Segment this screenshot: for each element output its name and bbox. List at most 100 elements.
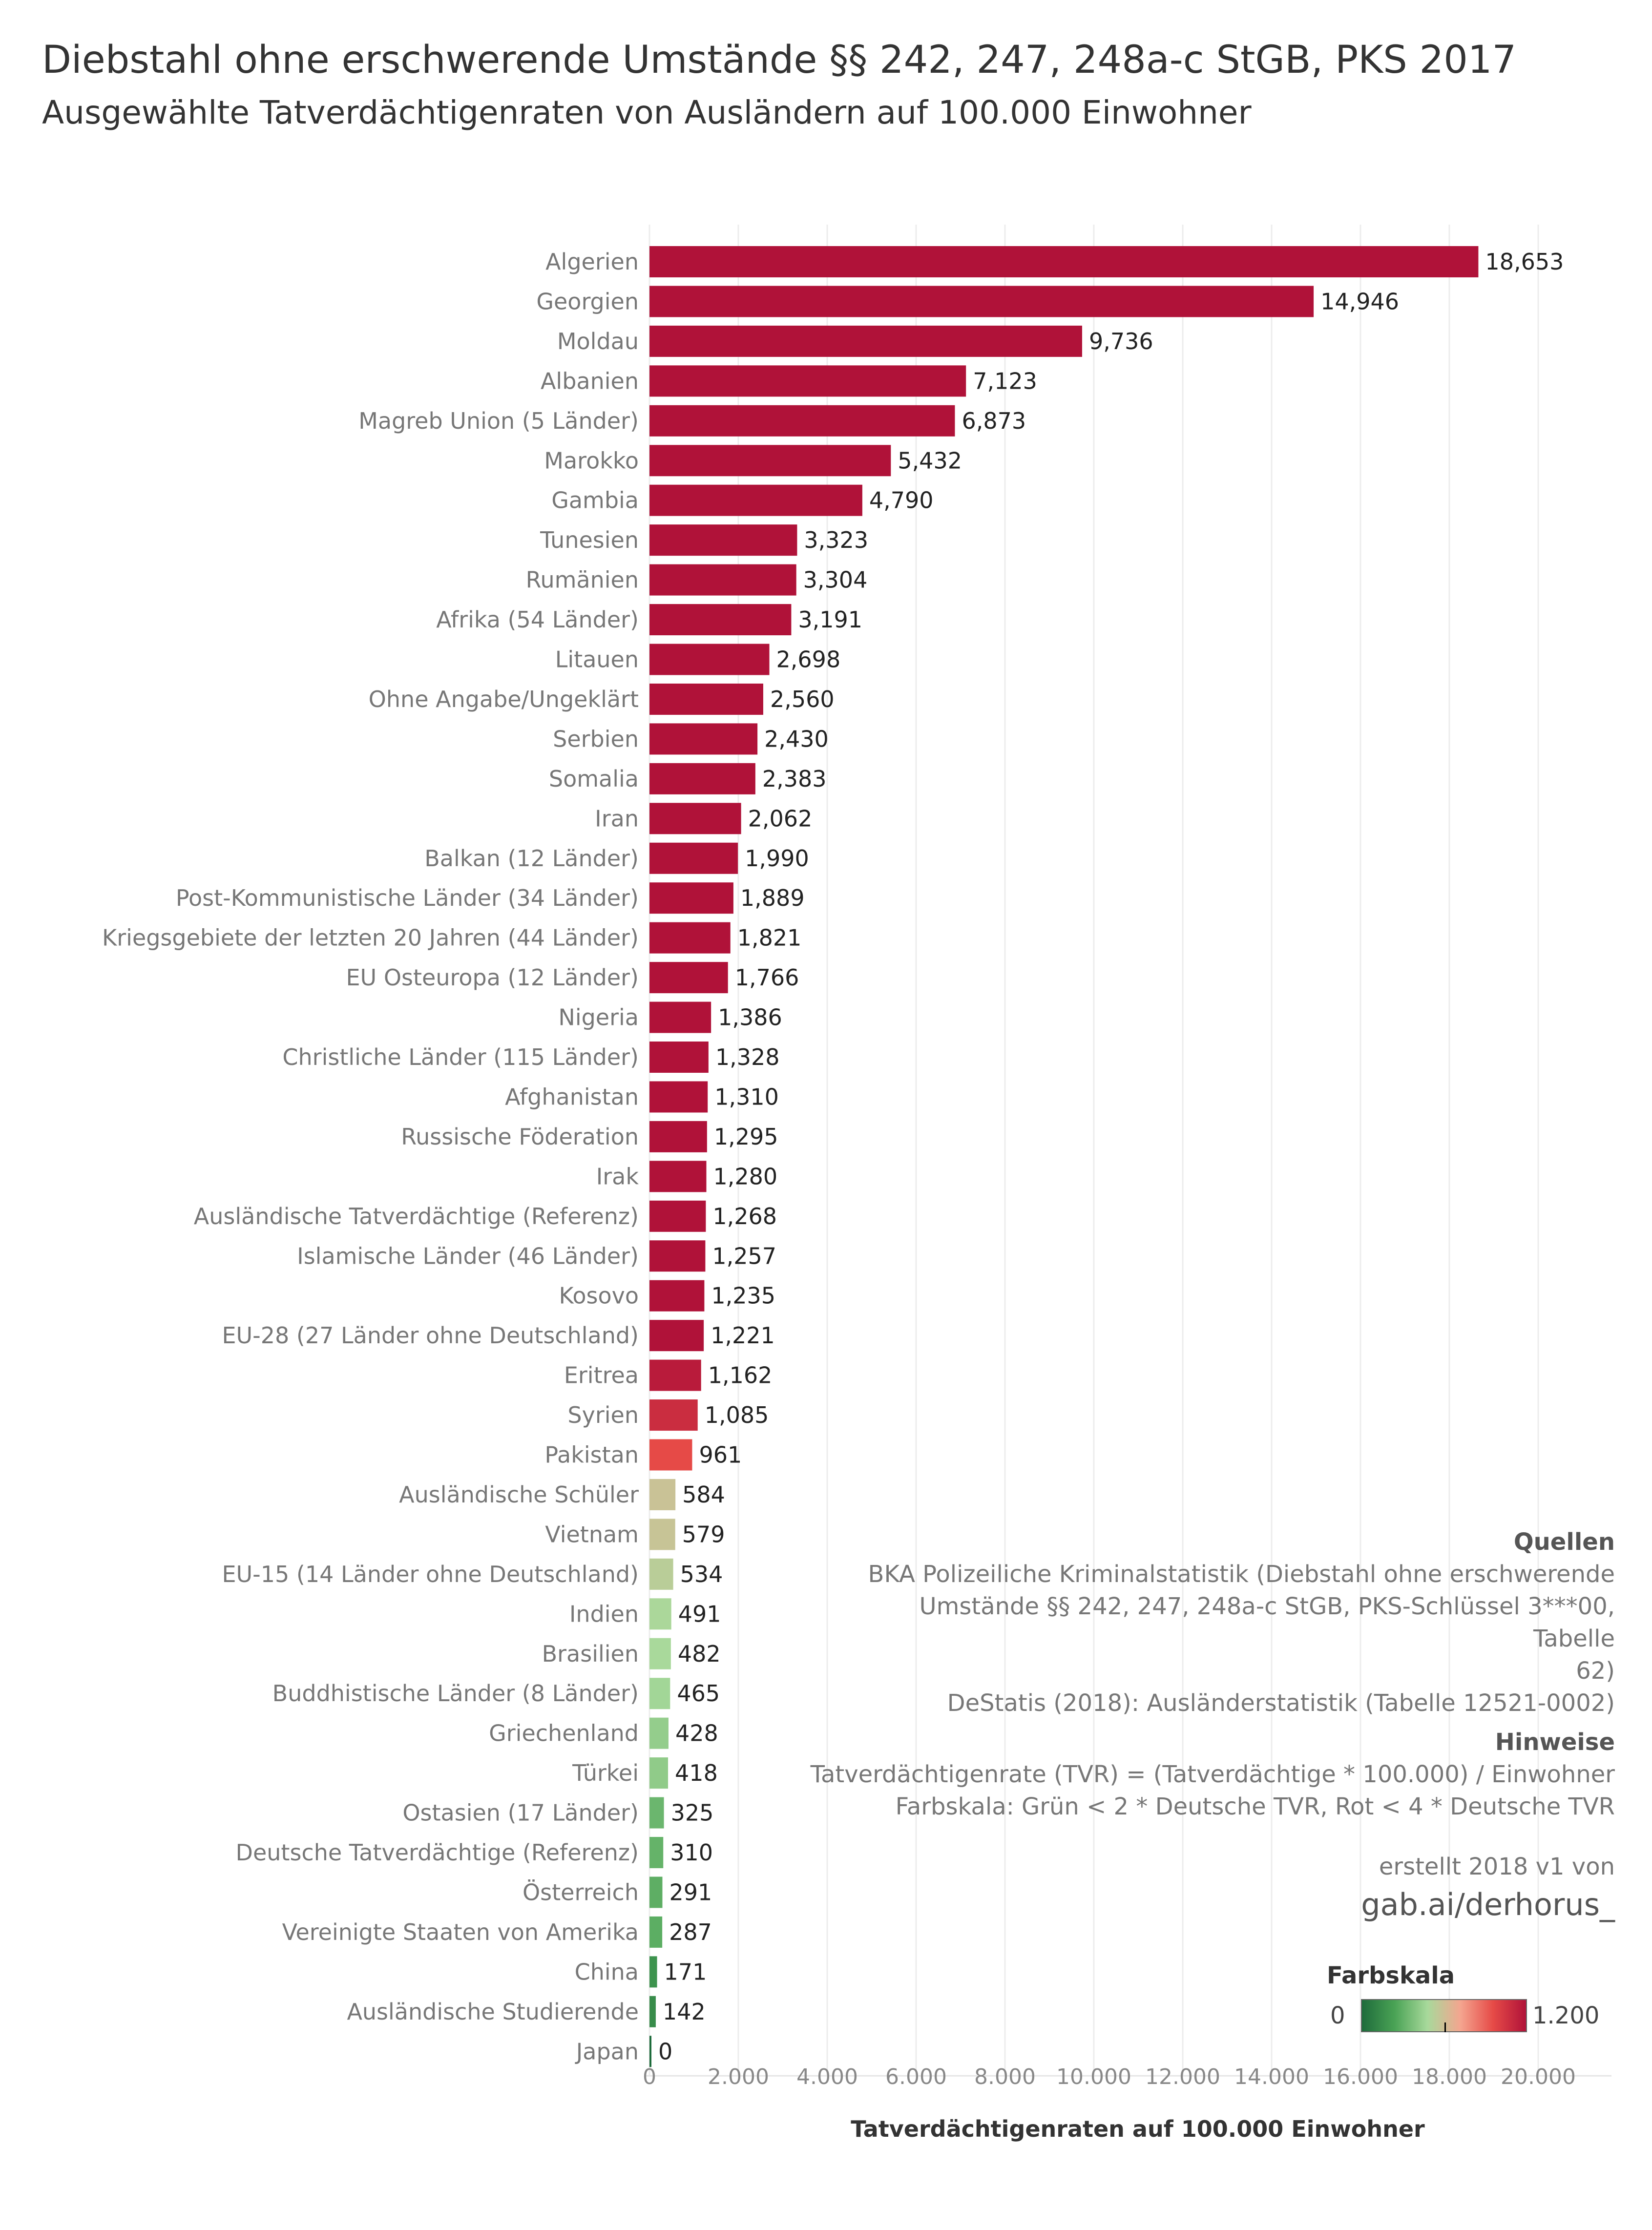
- bar[interactable]: [649, 763, 755, 794]
- bar[interactable]: [649, 1359, 701, 1391]
- credit-link[interactable]: gab.ai/derhorus_: [1361, 1887, 1615, 1922]
- bar[interactable]: [649, 1042, 709, 1073]
- bar[interactable]: [649, 1479, 676, 1510]
- category-label: China: [575, 1959, 639, 1985]
- bar[interactable]: [649, 1161, 707, 1192]
- bar[interactable]: [649, 1240, 706, 1272]
- category-label: Pakistan: [544, 1442, 639, 1468]
- bar[interactable]: [649, 1598, 671, 1630]
- bar[interactable]: [649, 1558, 673, 1590]
- category-label: Syrien: [567, 1402, 639, 1428]
- bar[interactable]: [649, 1797, 664, 1829]
- category-label: Ausländische Schüler: [399, 1481, 639, 1508]
- value-label: 0: [658, 2038, 672, 2064]
- bar[interactable]: [649, 1121, 707, 1152]
- sources-block: Quellen BKA Polizeiliche Kriminalstatist…: [858, 1526, 1615, 1719]
- category-label: Kosovo: [559, 1283, 639, 1309]
- category-label: Post-Kommunistische Länder (34 Länder): [176, 885, 639, 911]
- category-label: Ohne Angabe/Ungeklärt: [369, 686, 639, 712]
- category-label: Afrika (54 Länder): [436, 606, 639, 633]
- bar[interactable]: [649, 683, 763, 715]
- bar[interactable]: [649, 1320, 704, 1352]
- bar[interactable]: [649, 1519, 675, 1550]
- category-label: Ausländische Tatverdächtige (Referenz): [194, 1203, 639, 1230]
- credit-text: erstellt 2018 v1 von: [1379, 1853, 1615, 1880]
- sources-line: DeStatis (2018): Ausländerstatistik (Tab…: [947, 1689, 1615, 1717]
- category-label: EU-28 (27 Länder ohne Deutschland): [222, 1322, 639, 1349]
- bar[interactable]: [649, 1001, 711, 1033]
- value-label: 9,736: [1089, 328, 1153, 354]
- bar[interactable]: [649, 1916, 663, 1948]
- bar[interactable]: [649, 1717, 669, 1749]
- category-label: Somalia: [549, 766, 639, 792]
- category-label: Rumänien: [526, 567, 639, 593]
- bar[interactable]: [649, 922, 731, 954]
- x-tick-label: 2.000: [708, 2064, 769, 2089]
- bar[interactable]: [649, 286, 1314, 317]
- value-labels: 18,65314,9469,7367,1236,8735,4324,7903,3…: [658, 249, 1564, 2064]
- category-label: Griechenland: [489, 1720, 639, 1747]
- bar[interactable]: [649, 484, 862, 516]
- bar[interactable]: [649, 1200, 706, 1232]
- bar[interactable]: [649, 604, 792, 636]
- bar[interactable]: [649, 1876, 663, 1908]
- category-label: Russische Föderation: [401, 1124, 639, 1150]
- x-tick-label: 18.000: [1412, 2064, 1487, 2089]
- category-label: Nigeria: [558, 1004, 639, 1031]
- value-label: 5,432: [898, 447, 962, 474]
- bar[interactable]: [649, 644, 770, 675]
- bar[interactable]: [649, 1638, 671, 1669]
- value-label: 491: [678, 1601, 721, 1627]
- category-label: Indien: [569, 1601, 639, 1627]
- bar[interactable]: [649, 803, 741, 834]
- color-scale-max-label: 1.200: [1532, 2002, 1600, 2029]
- color-scale-gradient: [1361, 1999, 1527, 2032]
- value-label: 1,235: [711, 1283, 775, 1309]
- bar[interactable]: [649, 405, 955, 437]
- bar[interactable]: [649, 1837, 664, 1868]
- bar[interactable]: [649, 962, 728, 994]
- sources-heading: Quellen: [1513, 1528, 1615, 1556]
- category-labels: Algerien Georgien Moldau Albanien Magreb Uni…: [102, 249, 639, 2064]
- bar[interactable]: [649, 325, 1082, 357]
- value-label: 287: [669, 1919, 712, 1945]
- category-label: EU Osteuropa (12 Länder): [346, 964, 639, 991]
- bar[interactable]: [649, 882, 733, 914]
- credit-block: erstellt 2018 v1 von gab.ai/derhorus_: [1361, 1851, 1615, 1927]
- bar[interactable]: [649, 1678, 670, 1709]
- category-label: Ausländische Studierende: [347, 1999, 639, 2025]
- category-label: Kriegsgebiete der letzten 20 Jahren (44 …: [102, 925, 639, 951]
- x-tick-label: 14.000: [1234, 2064, 1309, 2089]
- category-label: Iran: [595, 805, 639, 832]
- bar[interactable]: [649, 723, 758, 755]
- bar[interactable]: [649, 1757, 669, 1789]
- bar[interactable]: [649, 445, 891, 477]
- bar[interactable]: [649, 1439, 692, 1471]
- bar[interactable]: [649, 1996, 656, 2027]
- value-label: 2,698: [776, 646, 841, 673]
- value-label: 1,280: [713, 1163, 777, 1189]
- bar[interactable]: [649, 2036, 651, 2067]
- notes-heading: Hinweise: [1495, 1729, 1615, 1756]
- category-label: Österreich: [523, 1879, 639, 1905]
- value-label: 3,323: [804, 527, 868, 553]
- bar[interactable]: [649, 564, 796, 596]
- sources-line: 62): [1576, 1657, 1615, 1685]
- bar[interactable]: [649, 842, 738, 874]
- category-label: Albanien: [541, 368, 639, 394]
- bar[interactable]: [649, 1956, 657, 1988]
- bar[interactable]: [649, 1399, 698, 1431]
- bar[interactable]: [649, 365, 966, 397]
- bars: [649, 246, 1479, 2067]
- value-label: 325: [671, 1800, 714, 1826]
- value-label: 2,560: [770, 686, 835, 712]
- value-label: 482: [678, 1641, 721, 1667]
- x-axis-ticks: 0 2.000 4.000 6.000 8.000 10.000 12.000 14.000 1…: [643, 2064, 1576, 2089]
- bar[interactable]: [649, 1081, 708, 1113]
- grid-lines: [645, 225, 1611, 2077]
- bar[interactable]: [649, 524, 797, 556]
- bar[interactable]: [649, 246, 1479, 277]
- category-label: Vereinigte Staaten von Amerika: [282, 1919, 639, 1945]
- bar[interactable]: [649, 1280, 705, 1312]
